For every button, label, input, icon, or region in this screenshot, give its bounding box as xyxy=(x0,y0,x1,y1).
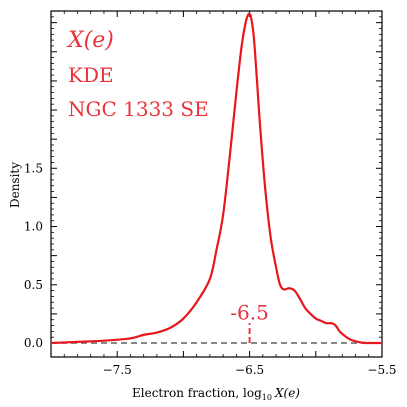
x-axis-label-var: X(e) xyxy=(274,386,300,400)
x-axis-label-main: Electron fraction, log xyxy=(132,386,262,400)
y-axis-label: Density xyxy=(8,162,22,208)
y-tick-label: 0.5 xyxy=(24,278,43,292)
plot-frame xyxy=(50,10,383,358)
x-tick-label: −6.5 xyxy=(235,363,264,377)
y-tick-label: 1.0 xyxy=(24,220,43,234)
annotation-variable: X(e) xyxy=(66,28,114,53)
x-tick-label: −7.5 xyxy=(103,363,132,377)
x-axis-label-sub: 10 xyxy=(262,393,272,402)
marker-label: -6.5 xyxy=(230,301,269,325)
kde-curve xyxy=(50,12,382,345)
annotation-source: NGC 1333 SE xyxy=(68,97,209,121)
y-tick-label: 0.0 xyxy=(24,336,43,350)
x-tick-label: −5.5 xyxy=(367,363,396,377)
x-axis-label: Electron fraction, log10 X(e) xyxy=(132,386,300,402)
y-tick-label: 1.5 xyxy=(24,161,43,175)
annotation-method: KDE xyxy=(68,63,114,87)
